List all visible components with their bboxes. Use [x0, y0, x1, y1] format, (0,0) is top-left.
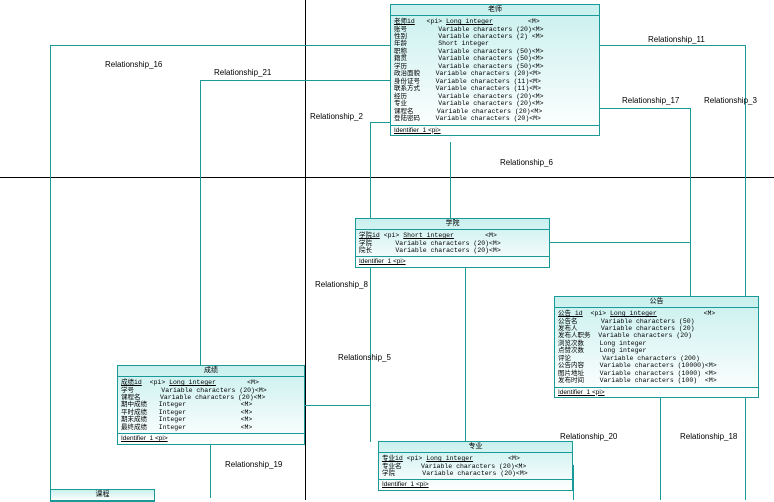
entity-body: 公告 id <pi> Long integer <M> 公告名 Variable… — [555, 308, 758, 387]
relationship-label-21: Relationship_21 — [214, 68, 271, 77]
entity-identifier: Identifier_1 <pi> — [356, 256, 549, 266]
entity-identifier: Identifier_1 <pi> — [118, 433, 304, 443]
relationship-label-3: Relationship_3 — [704, 96, 757, 105]
entity-body: 成绩id <pi> Long integer <M> 学号 Variable c… — [118, 377, 304, 433]
entity-body: 老师id <pi> Long integer <M> 账号 Variable c… — [391, 16, 599, 125]
connector-line — [550, 242, 690, 243]
entity-body: 专业id <pi> Long integer <M> 专业名 Variable … — [379, 453, 572, 479]
entity-body: 学院id <pi> Short integer <M> 学院 Variable … — [356, 230, 549, 256]
connector-line — [305, 405, 370, 406]
grid-horizontal-line — [0, 177, 774, 178]
entity-identifier: Identifier_1 <pi> — [391, 125, 599, 135]
entity-college: 学院 学院id <pi> Short integer <M> 学院 Variab… — [355, 218, 550, 268]
connector-line — [465, 266, 466, 441]
entity-title: 专业 — [379, 442, 572, 453]
connector-line — [450, 142, 451, 218]
entity-course: 课程 — [50, 489, 155, 502]
connector-line — [660, 396, 661, 500]
connector-line — [573, 465, 574, 500]
relationship-label-8: Relationship_8 — [315, 280, 368, 289]
entity-identifier: Identifier_1 <pi> — [379, 479, 572, 489]
connector-line — [370, 122, 390, 123]
relationship-label-17: Relationship_17 — [622, 96, 679, 105]
relationship-label-16: Relationship_16 — [105, 60, 162, 69]
entity-title: 成绩 — [118, 366, 304, 377]
relationship-label-5: Relationship_5 — [338, 353, 391, 362]
entity-notice: 公告 公告 id <pi> Long integer <M> 公告名 Varia… — [554, 296, 759, 398]
entity-identifier: Identifier_1 <pi> — [555, 387, 758, 397]
entity-title: 老师 — [391, 5, 599, 16]
connector-line — [600, 45, 745, 46]
connector-line — [600, 108, 690, 109]
relationship-label-2: Relationship_2 — [310, 112, 363, 121]
entity-teacher: 老师 老师id <pi> Long integer <M> 账号 Variabl… — [390, 4, 600, 136]
relationship-label-11: Relationship_11 — [648, 35, 705, 44]
entity-title: 课程 — [51, 490, 154, 501]
entity-title: 学院 — [356, 219, 549, 230]
entity-title: 公告 — [555, 297, 758, 308]
connector-line — [210, 443, 211, 498]
entity-grade: 成绩 成绩id <pi> Long integer <M> 学号 Variabl… — [117, 365, 305, 445]
connector-line — [50, 45, 51, 500]
connector-line — [200, 80, 201, 365]
connector-line — [50, 45, 390, 46]
relationship-label-19: Relationship_19 — [225, 460, 282, 469]
relationship-label-20: Relationship_20 — [560, 432, 617, 441]
connector-line — [200, 80, 390, 81]
connector-line — [690, 108, 691, 296]
relationship-label-6: Relationship_6 — [500, 158, 553, 167]
entity-major: 专业 专业id <pi> Long integer <M> 专业名 Variab… — [378, 441, 573, 491]
connector-line — [745, 45, 746, 500]
relationship-label-18: Relationship_18 — [680, 432, 737, 441]
grid-vertical-line — [305, 0, 306, 500]
